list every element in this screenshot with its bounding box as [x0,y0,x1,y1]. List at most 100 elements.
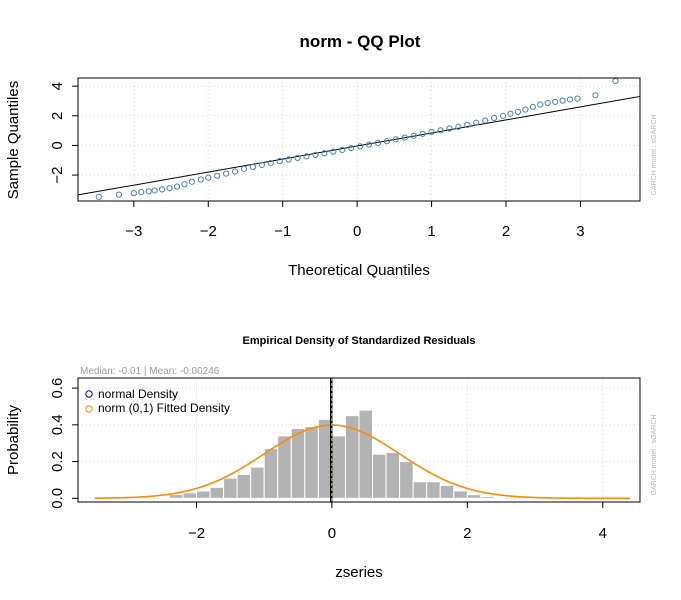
density-y-axis-label: Probability [5,404,22,475]
legend-marker-fitted-density [85,405,93,413]
qq-point [294,154,301,161]
legend-marker-normal-density [85,390,93,398]
qq-x-tick-label: 2 [502,223,510,240]
qq-point [95,193,102,200]
qq-point [401,134,408,141]
density-bar [290,428,306,499]
qq-point [348,144,355,152]
density-bar [453,490,468,499]
qq-y-tick-label: 4 [49,82,66,90]
qq-point [574,95,581,102]
qq-point [151,187,158,194]
qq-x-tick-label: −3 [125,223,142,240]
qq-point [507,110,514,117]
qq-point [537,101,544,108]
density-y-tick-label: 0.2 [49,451,66,472]
qq-point [482,117,489,124]
qq-point [330,148,337,155]
qq-point [514,108,522,116]
density-bar [317,418,333,499]
density-x-tick-label: −2 [188,525,205,542]
qq-point [205,174,212,181]
qq-point [374,139,382,147]
density-x-axis-label: zseries [335,564,383,581]
fitted-density-curve [94,424,630,500]
density-bar [250,466,265,499]
density-bar [168,494,184,499]
density-bar [412,481,428,499]
density-subtitle: Median: -0.01 | Mean: -0.00246 [80,366,220,377]
qq-point [249,163,257,171]
qq-x-tick-label: −2 [200,223,217,240]
qq-point [188,178,195,185]
qq-y-tick-label: −2 [49,167,66,184]
qq-point [566,96,574,103]
qq-point [214,172,221,179]
density-y-tick-label: 0.4 [49,414,66,435]
qq-point [522,106,529,113]
qq-point [428,128,435,136]
density-x-tick-label: 2 [463,525,471,542]
qq-point [276,158,283,165]
density-center-lines [329,378,333,502]
qq-point [559,97,566,104]
qq-grid [78,78,640,201]
qq-point [529,103,536,110]
qq-x-axis-label: Theoretical Quantiles [288,262,430,279]
density-curves [94,424,630,500]
density-side-note: GARCH model : sGARCH [651,415,658,496]
qq-point [612,77,619,85]
qq-plot-panel: norm - QQ Plot −3 −2 −1 0 1 2 3 −2 0 2 4 Theoreti… [5,32,658,279]
density-bar [304,426,319,499]
density-y-tick-label: 0.6 [49,378,66,399]
qq-point [321,150,328,157]
qq-point [267,159,274,167]
density-bar [331,435,346,499]
density-y-axis: 0.0 0.2 0.4 0.6 [49,378,79,509]
qq-x-tick-label: 3 [576,223,584,240]
qq-side-note: GARCH model : sGARCH [651,115,658,196]
density-bars [168,409,536,499]
qq-point [365,141,373,148]
qq-plot-frame [77,77,641,202]
qq-x-tick-label: 1 [427,223,435,240]
density-bar [466,494,482,499]
qq-title: norm - QQ Plot [300,32,421,51]
qq-point [437,127,444,134]
qq-point [552,98,559,105]
qq-point [464,121,471,129]
qq-point [455,123,462,130]
qq-point [258,161,265,169]
density-bar [480,495,495,499]
qq-y-tick-label: 0 [49,141,66,149]
density-legend: normal Density norm (0,1) Fitted Density [85,387,230,415]
qq-x-tick-label: −1 [274,223,291,240]
qq-point [181,181,188,188]
density-title: Empirical Density of Standardized Residu… [243,335,476,347]
qq-point [473,119,480,126]
density-bar [358,409,374,499]
density-bar [372,453,387,499]
qq-point [166,185,173,192]
qq-point [383,138,391,145]
qq-reference-line-segment [77,95,641,196]
density-bar [426,481,441,499]
qq-x-axis: −3 −2 −1 0 1 2 3 [125,200,585,240]
qq-point [231,168,239,175]
qq-point [223,170,230,177]
qq-point [339,146,346,153]
qq-x-tick-label: 0 [353,223,361,240]
qq-point [446,125,453,132]
qq-point [357,143,364,150]
qq-reference-line [77,95,641,196]
density-bar [236,473,252,499]
qq-point [197,176,204,183]
qq-point [410,132,417,139]
density-y-tick-label: 0.0 [49,488,66,509]
qq-point [303,153,310,160]
qq-y-axis-label: Sample Quantiles [5,81,22,199]
qq-y-axis: −2 0 2 4 [49,82,79,184]
density-x-tick-label: 0 [328,525,336,542]
density-bar [385,451,401,499]
